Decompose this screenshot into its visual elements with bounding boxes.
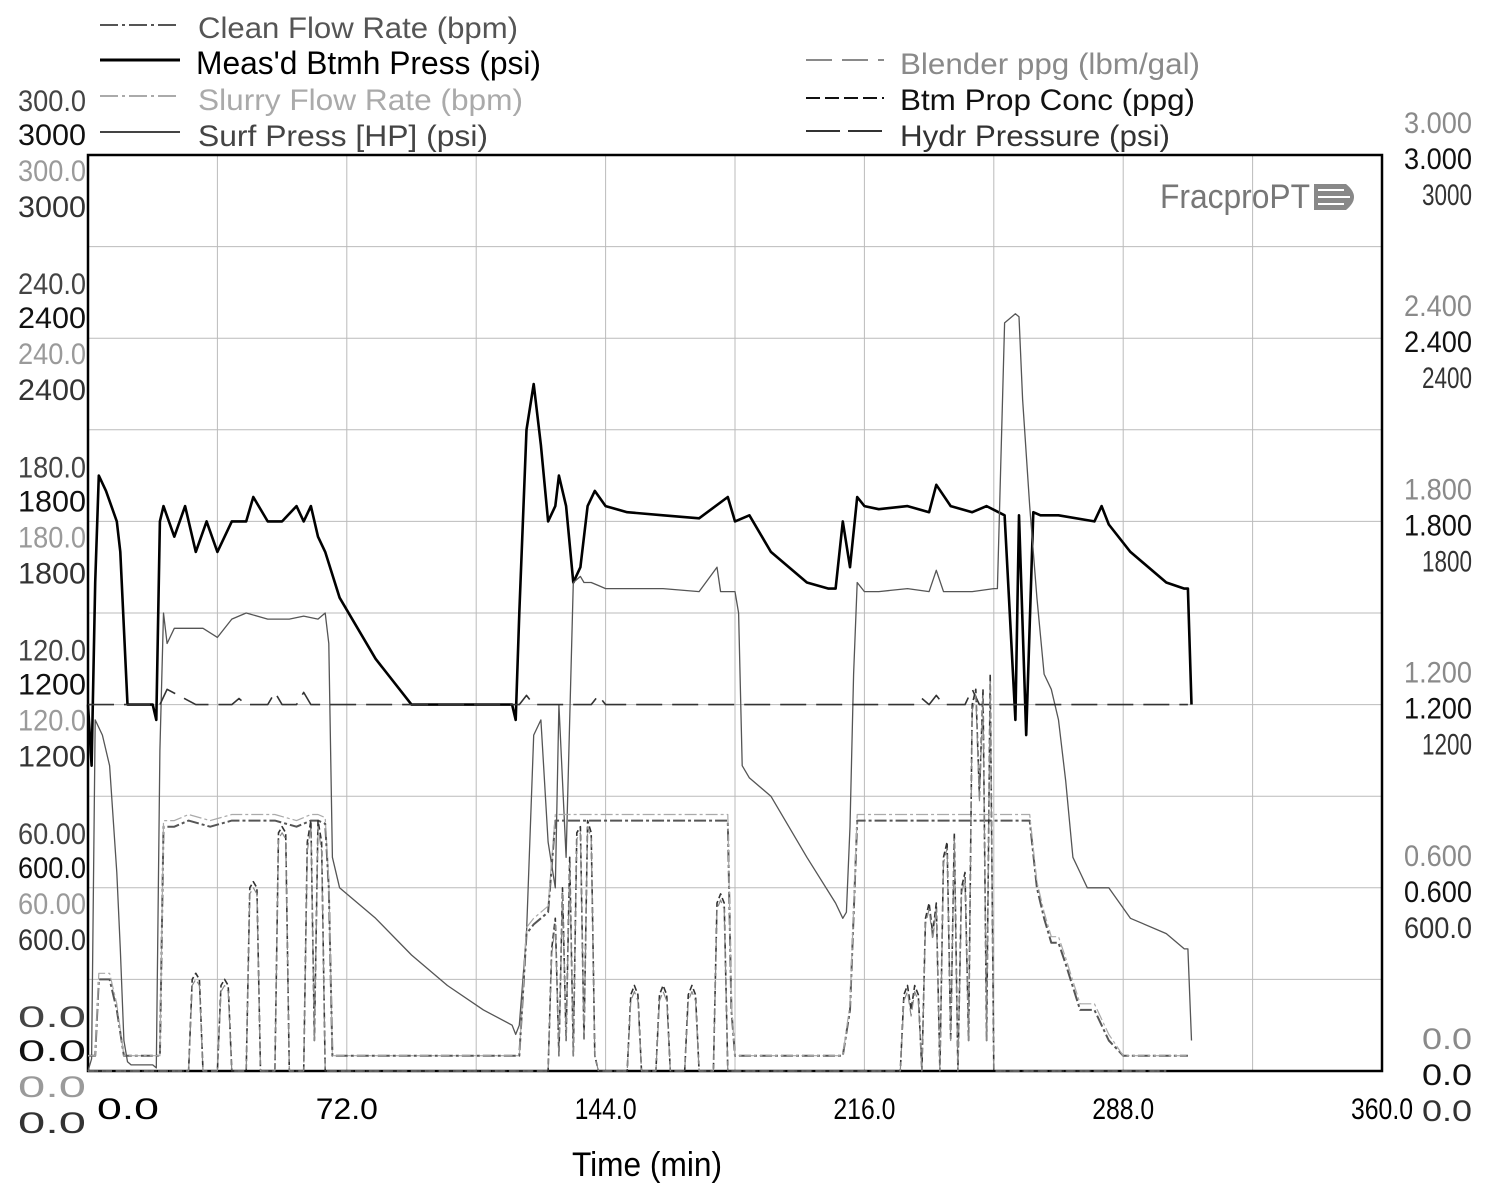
brand-text: FracproPT: [1160, 178, 1310, 216]
left-axis-2-tick-label: 240.0: [18, 338, 86, 371]
legend-label-btm-prop-conc: Btm Prop Conc (ppg): [900, 84, 1195, 117]
legend-item-measd-btmh-press: Meas'd Btmh Press (psi): [100, 45, 541, 81]
brand-logo: FracproPT: [1160, 178, 1354, 216]
left-axis-2-tick-label: 180.0: [18, 521, 86, 554]
right-axis-0-tick-label: 0.600: [1404, 840, 1472, 873]
legend-item-slurry-flow: Slurry Flow Rate (bpm): [100, 84, 523, 117]
legend-label-measd-btmh-press: Meas'd Btmh Press (psi): [196, 45, 541, 81]
legend-item-clean-flow: Clean Flow Rate (bpm): [100, 12, 518, 45]
left-axis-2-tick-label: 60.00: [18, 888, 86, 921]
left-axis-1-tick-label: 2400: [18, 302, 86, 335]
right-axis-1-tick-label: 3.000: [1404, 143, 1472, 176]
x-axis: 0.0 72.0 144.0 216.0 288.0 360.0: [97, 1093, 1413, 1126]
left-axis-0-tick-label: 180.0: [18, 451, 86, 484]
left-axis-1-tick-label: 600.0: [18, 852, 86, 885]
series-btm-prop-conc-ppg: [88, 673, 1167, 1072]
left-axis-0-tick-label: 60.00: [18, 818, 86, 851]
right-axis-2-tick-label: 3000: [1422, 179, 1472, 212]
left-axis-2-tick-label: 120.0: [18, 705, 86, 738]
right-axis-0-tick-label: 1.800: [1404, 473, 1472, 506]
left-axis-3-tick-label: 1800: [18, 557, 86, 590]
legend-left: Clean Flow Rate (bpm) Meas'd Btmh Press …: [100, 12, 541, 153]
left-axis-3-tick-label: 3000: [18, 191, 86, 224]
right-axis-0-tick-label: 1.200: [1404, 657, 1472, 690]
right-axis-1-tick-label: 1.800: [1404, 509, 1472, 542]
left-axis-2-tick-label: 300.0: [18, 155, 86, 188]
right-axes: 3.000 2.400 1.800 1.200 0.600 0.0 3.000 2.400 1.…: [1404, 107, 1472, 1128]
legend-label-blender-ppg: Blender ppg (lbm/gal): [900, 48, 1200, 81]
right-axis-2-tick-label: 600.0: [1404, 912, 1472, 945]
legend-item-surf-press: Surf Press [HP] (psi): [100, 120, 488, 153]
left-axis-1-tick-label: 1200: [18, 669, 86, 702]
legend-item-hydr-pressure: Hydr Pressure (psi): [806, 120, 1170, 153]
x-tick-label: 288.0: [1092, 1093, 1154, 1126]
series-clean-flow-rate-bpm: [88, 819, 1188, 1057]
series-blender-ppg-lbm-gal: [88, 679, 1167, 1072]
left-axes: 300.0 240.0 180.0 120.0 60.00 0.0 3000 2400 1800…: [18, 85, 86, 1140]
left-axis-0-tick-label: 120.0: [18, 635, 86, 668]
left-axis-3-tick-label: 1200: [18, 741, 86, 774]
right-axis-0-tick-label: 3.000: [1404, 107, 1472, 140]
x-tick-label: 72.0: [316, 1093, 378, 1126]
legend-item-btm-prop-conc: Btm Prop Conc (ppg): [806, 84, 1195, 117]
series-meas-d-btmh-press-psi: [86, 382, 1193, 768]
right-axis-0-tick-label: 2.400: [1404, 290, 1472, 323]
left-axis-3-tick-label: 0.0: [18, 1107, 86, 1140]
right-axis-1-tick-label: 0.600: [1404, 876, 1472, 909]
x-tick-label: 216.0: [833, 1093, 895, 1126]
left-axis-2-tick-label: 0.0: [18, 1071, 86, 1104]
legend-label-clean-flow: Clean Flow Rate (bpm): [198, 12, 518, 45]
x-tick-label: 360.0: [1351, 1093, 1413, 1126]
left-axis-0-tick-label: 0.0: [18, 1001, 86, 1034]
right-axis-2-tick-label: 1800: [1422, 545, 1472, 578]
x-axis-label: Time (min): [572, 1146, 722, 1184]
legend-label-surf-press: Surf Press [HP] (psi): [198, 120, 488, 153]
series-slurry-flow-rate-bpm: [88, 813, 1188, 1057]
right-axis-2-tick-label: 2400: [1422, 362, 1472, 395]
x-tick-label: 0.0: [97, 1093, 159, 1126]
left-axis-3-tick-label: 600.0: [18, 924, 86, 957]
left-axis-1-tick-label: 0.0: [18, 1035, 86, 1068]
left-axis-1-tick-label: 1800: [18, 485, 86, 518]
right-axis-2-tick-label: 0.0: [1422, 1095, 1472, 1128]
legend-label-hydr-pressure: Hydr Pressure (psi): [900, 120, 1170, 153]
series-layer: [86, 313, 1193, 1072]
right-axis-1-tick-label: 2.400: [1404, 326, 1472, 359]
right-axis-2-tick-label: 1200: [1422, 729, 1472, 762]
left-axis-1-tick-label: 3000: [18, 119, 86, 152]
series-surf-press-hp-psi: [87, 313, 1193, 1072]
legend-right: Blender ppg (lbm/gal) Btm Prop Conc (ppg…: [806, 48, 1200, 153]
left-axis-3-tick-label: 2400: [18, 374, 86, 407]
right-axis-0-tick-label: 0.0: [1422, 1023, 1472, 1056]
x-tick-label: 144.0: [575, 1093, 637, 1126]
left-axis-0-tick-label: 240.0: [18, 268, 86, 301]
right-axis-1-tick-label: 0.0: [1422, 1059, 1472, 1092]
legend-label-slurry-flow: Slurry Flow Rate (bpm): [198, 84, 523, 117]
legend-item-blender-ppg: Blender ppg (lbm/gal): [806, 48, 1200, 81]
right-axis-1-tick-label: 1.200: [1404, 693, 1472, 726]
series-hydr-pressure-psi: [88, 688, 1188, 706]
left-axis-0-tick-label: 300.0: [18, 85, 86, 118]
